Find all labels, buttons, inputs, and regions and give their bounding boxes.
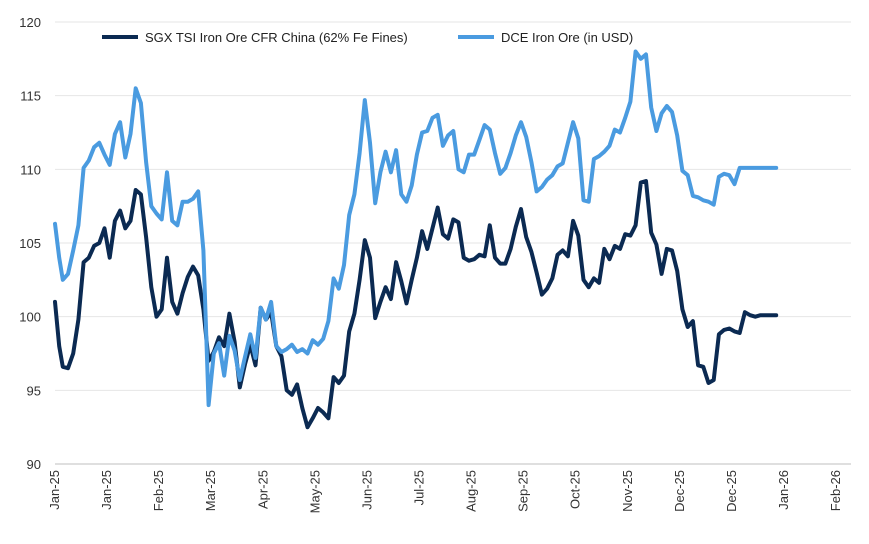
y-tick-label: 100 (19, 310, 41, 325)
x-tick-label: Jun-25 (359, 470, 374, 510)
x-tick-label: Apr-25 (255, 470, 270, 509)
x-tick-label: Jan-26 (776, 470, 791, 510)
legend-label-sgx: SGX TSI Iron Ore CFR China (62% Fe Fines… (145, 30, 408, 45)
x-tick-label: Jul-25 (411, 470, 426, 505)
x-tick-label: Aug-25 (464, 470, 479, 512)
series-line-sgx (53, 179, 779, 430)
x-tick-label: Jan-25 (99, 470, 114, 510)
y-tick-label: 105 (19, 236, 41, 251)
series-lines (53, 49, 779, 430)
x-tick-label: Feb-26 (828, 470, 843, 511)
gridlines (55, 21, 851, 391)
x-tick-label: Dec-25 (724, 470, 739, 512)
y-tick-label: 90 (27, 457, 41, 472)
y-tick-label: 115 (20, 89, 41, 104)
x-tick-label: Sep-25 (516, 470, 531, 512)
x-tick-label: Oct-25 (568, 470, 583, 509)
x-tick-label: Nov-25 (620, 470, 635, 512)
legend: SGX TSI Iron Ore CFR China (62% Fe Fines… (102, 30, 633, 45)
x-tick-label: Jan-25 (47, 470, 62, 510)
y-tick-label: 95 (27, 383, 41, 398)
y-tick-label: 120 (19, 15, 41, 30)
x-tick-label: May-25 (307, 470, 322, 513)
y-axis-ticks: 90 95 100 105 110 115 120 (19, 15, 41, 472)
series-line-dce (53, 49, 779, 408)
x-axis-ticks: Jan-25 Jan-25 Feb-25 Mar-25 Apr-25 May-25 Jun-… (47, 470, 843, 513)
x-tick-label: Mar-25 (203, 470, 218, 511)
y-tick-label: 110 (20, 162, 41, 177)
legend-label-dce: DCE Iron Ore (in USD) (501, 30, 633, 45)
x-tick-label: Feb-25 (151, 470, 166, 511)
x-tick-label: Dec-25 (672, 470, 687, 512)
